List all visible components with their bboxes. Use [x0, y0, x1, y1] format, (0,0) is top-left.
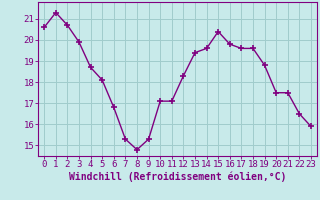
- X-axis label: Windchill (Refroidissement éolien,°C): Windchill (Refroidissement éolien,°C): [69, 172, 286, 182]
